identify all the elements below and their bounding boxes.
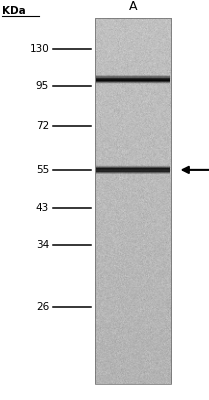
Text: 43: 43 [36, 203, 49, 213]
Bar [95, 18, 171, 384]
Text: 72: 72 [36, 121, 49, 131]
Text: 26: 26 [36, 302, 49, 312]
Text: 130: 130 [29, 44, 49, 54]
Text: 95: 95 [36, 81, 49, 91]
Text: A: A [129, 0, 138, 13]
Text: 55: 55 [36, 165, 49, 175]
Text: 34: 34 [36, 240, 49, 250]
Text: KDa: KDa [2, 6, 26, 16]
